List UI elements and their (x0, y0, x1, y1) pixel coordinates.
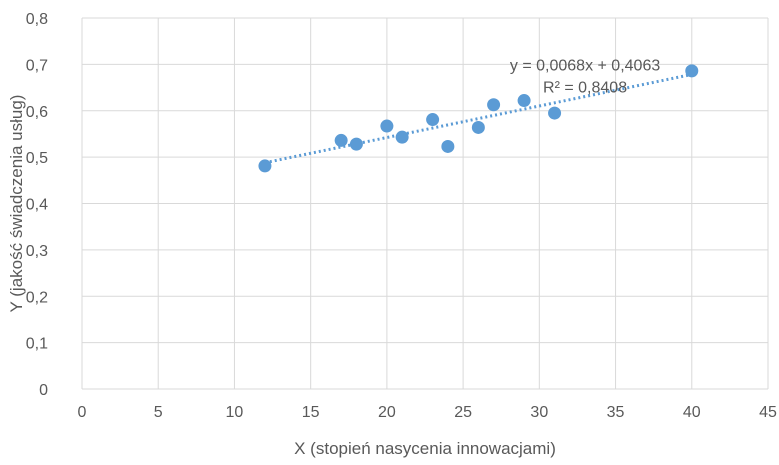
x-tick-label: 20 (378, 404, 396, 421)
data-point (380, 119, 394, 133)
y-tick-label: 0 (39, 382, 48, 399)
data-point (548, 106, 562, 120)
x-tick-label: 40 (683, 404, 701, 421)
x-tick-label: 30 (530, 404, 548, 421)
x-tick-label: 0 (78, 404, 87, 421)
trendline-group (264, 72, 693, 165)
x-tick-label: 45 (759, 404, 777, 421)
y-axis-tick-labels: 0 0,1 0,2 0,3 0,4 0,5 0,6 0,7 0,8 (26, 11, 48, 399)
data-point (517, 94, 531, 108)
data-point (395, 130, 409, 144)
y-tick-label: 0,7 (26, 57, 48, 74)
trendline-equation: y = 0,0068x + 0,4063 (510, 57, 660, 74)
y-tick-label: 0,5 (26, 150, 48, 167)
grid-lines (81, 17, 769, 390)
y-tick-label: 0,4 (26, 197, 48, 214)
y-tick-label: 0,6 (26, 104, 48, 121)
data-point (258, 159, 272, 173)
trendline-r-squared: R² = 0,8408 (543, 80, 627, 97)
x-tick-label: 25 (454, 404, 472, 421)
data-point (426, 113, 440, 127)
x-tick-label: 10 (226, 404, 244, 421)
y-tick-label: 0,3 (26, 243, 48, 260)
data-point (334, 133, 348, 147)
y-axis-title: Y (jakość świadczenia usług) (7, 95, 26, 313)
data-points (258, 64, 699, 173)
y-tick-label: 0,1 (26, 336, 48, 353)
x-tick-label: 5 (154, 404, 163, 421)
y-tick-label: 0,2 (26, 289, 48, 306)
data-point (349, 137, 363, 151)
data-point (441, 139, 455, 153)
trendline (264, 72, 693, 165)
x-tick-label: 35 (607, 404, 625, 421)
x-axis-tick-labels: 0 5 10 15 20 25 30 35 40 45 (78, 404, 777, 421)
y-tick-label: 0,8 (26, 11, 48, 28)
data-point (685, 64, 699, 78)
data-point (487, 98, 501, 112)
x-tick-label: 15 (302, 404, 320, 421)
data-point (471, 120, 485, 134)
x-axis-title: X (stopień nasycenia innowacjami) (294, 439, 556, 458)
